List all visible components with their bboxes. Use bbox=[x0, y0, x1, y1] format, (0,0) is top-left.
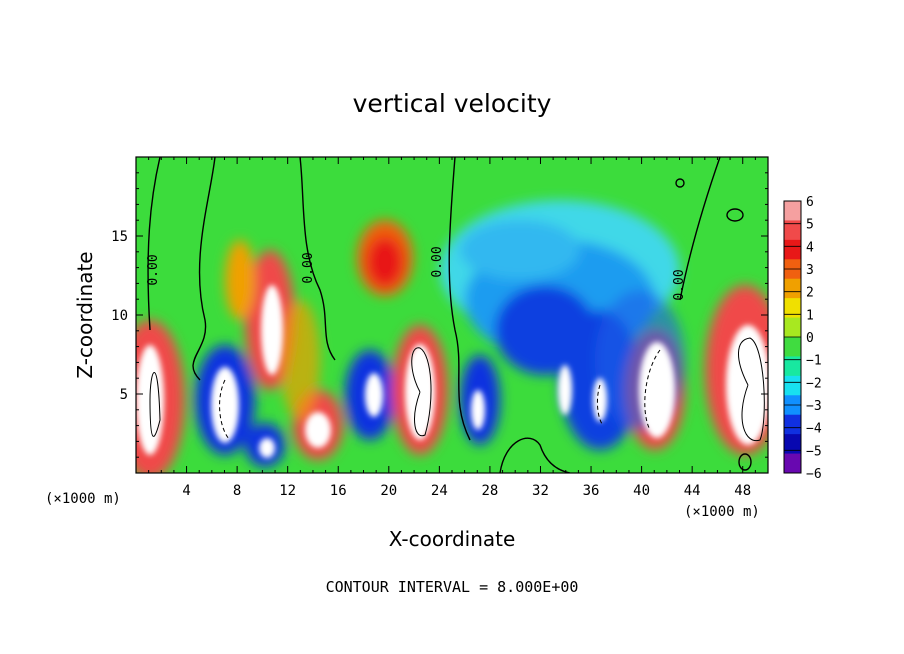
contour-label: 0.00 bbox=[672, 269, 687, 300]
x-axis-label: X-coordinate bbox=[389, 527, 516, 551]
colorbar-label: −2 bbox=[806, 376, 822, 391]
colorbar-swatch bbox=[784, 201, 801, 221]
y-axis-label: Z-coordinate bbox=[73, 251, 97, 378]
colorbar-label: 3 bbox=[806, 263, 814, 278]
heatmap-field bbox=[136, 157, 768, 473]
colorbar-label: 5 bbox=[806, 218, 814, 233]
colorbar-label: 1 bbox=[806, 308, 814, 323]
contour-label: 0.00 bbox=[146, 254, 161, 285]
x-tick-label: 12 bbox=[279, 483, 296, 499]
colorbar-swatch bbox=[784, 278, 801, 299]
y-axis: 5 10 15 bbox=[111, 172, 768, 458]
colorbar-swatch bbox=[784, 414, 801, 435]
x-unit-label: (×1000 m) bbox=[684, 504, 760, 520]
colorbar-label: −4 bbox=[806, 422, 822, 437]
colorbar-label: −3 bbox=[806, 399, 822, 414]
x-tick-label: 16 bbox=[330, 483, 347, 499]
colorbar-label: −5 bbox=[806, 444, 822, 459]
x-tick-label: 8 bbox=[233, 483, 241, 499]
colorbar-swatch bbox=[784, 434, 801, 455]
y-tick-label: 10 bbox=[111, 308, 128, 324]
colorbar-swatch bbox=[784, 356, 801, 377]
x-tick-label: 32 bbox=[532, 483, 549, 499]
contour-label: 0.00 bbox=[301, 252, 316, 283]
x-tick-label: 20 bbox=[380, 483, 397, 499]
x-tick-label: 36 bbox=[583, 483, 600, 499]
chart-title: vertical velocity bbox=[353, 89, 552, 118]
y-unit-label: (×1000 m) bbox=[45, 491, 121, 507]
x-tick-label: 24 bbox=[431, 483, 448, 499]
x-tick-label: 44 bbox=[684, 483, 701, 499]
colorbar-swatch bbox=[784, 298, 801, 319]
colorbar-label: 4 bbox=[806, 240, 814, 255]
x-axis: 4 8 12 16 20 24 28 32 36 40 44 48 bbox=[148, 157, 756, 499]
colorbar-swatch bbox=[784, 239, 801, 260]
colorbar-swatch bbox=[784, 453, 801, 474]
x-tick-label: 4 bbox=[182, 483, 190, 499]
colorbar-label: 2 bbox=[806, 286, 814, 301]
colorbar-swatch bbox=[784, 220, 801, 241]
colorbar-swatch bbox=[784, 337, 801, 357]
colorbar-label: −1 bbox=[806, 354, 822, 369]
y-tick-label: 5 bbox=[120, 387, 128, 403]
colorbar-swatch bbox=[784, 375, 801, 396]
x-tick-label: 28 bbox=[481, 483, 498, 499]
colorbar-label: 6 bbox=[806, 195, 814, 210]
colorbar-label: −6 bbox=[806, 467, 822, 482]
colorbar-label: 0 bbox=[806, 331, 814, 346]
contour-interval-note: CONTOUR INTERVAL = 8.000E+00 bbox=[326, 578, 579, 596]
colorbar-swatch bbox=[784, 317, 801, 338]
x-tick-label: 48 bbox=[734, 483, 751, 499]
y-tick-label: 15 bbox=[111, 229, 128, 245]
contour-label: 0.00 bbox=[430, 246, 445, 277]
colorbar: 6 5 4 3 2 1 0 −1 −2 −3 −4 −5 −6 bbox=[783, 195, 822, 482]
x-tick-label: 40 bbox=[633, 483, 650, 499]
